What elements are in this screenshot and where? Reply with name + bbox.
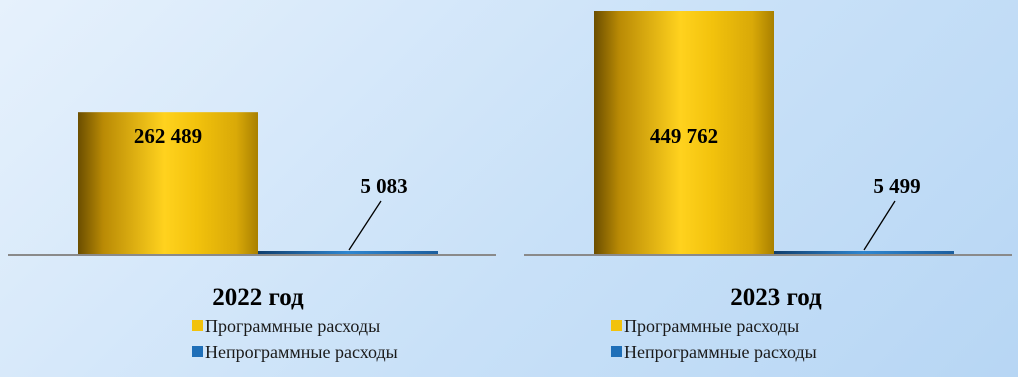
chart-title: 2022 год [212,284,304,311]
data-label-programmatic: 449 762 [650,124,718,148]
leader-line [863,200,896,251]
bar-non-programmatic [774,251,954,254]
leader-line [348,200,382,251]
legend-swatch-0 [611,320,622,331]
legend-label-1: Непрограммные расходы [624,342,817,362]
bar-non-programmatic [258,251,438,254]
data-label-non-programmatic: 5 083 [360,174,407,198]
legend-swatch-1 [192,346,203,357]
chart-title: 2023 год [730,284,822,311]
bar-programmatic [78,112,258,254]
data-label-non-programmatic: 5 499 [873,174,920,198]
chart-panel-0: 262 489 5 083 2022 год Программные расходы Н… [8,112,496,362]
data-label-programmatic: 262 489 [134,124,202,148]
legend-swatch-1 [611,346,622,357]
chart-panel-1: 449 762 5 499 2023 год Программные расходы Н… [524,11,1012,362]
legend-swatch-0 [192,320,203,331]
legend-label-0: Программные расходы [205,316,380,336]
bar-programmatic [594,11,774,254]
legend-label-0: Программные расходы [624,316,799,336]
legend-label-1: Непрограммные расходы [205,342,398,362]
